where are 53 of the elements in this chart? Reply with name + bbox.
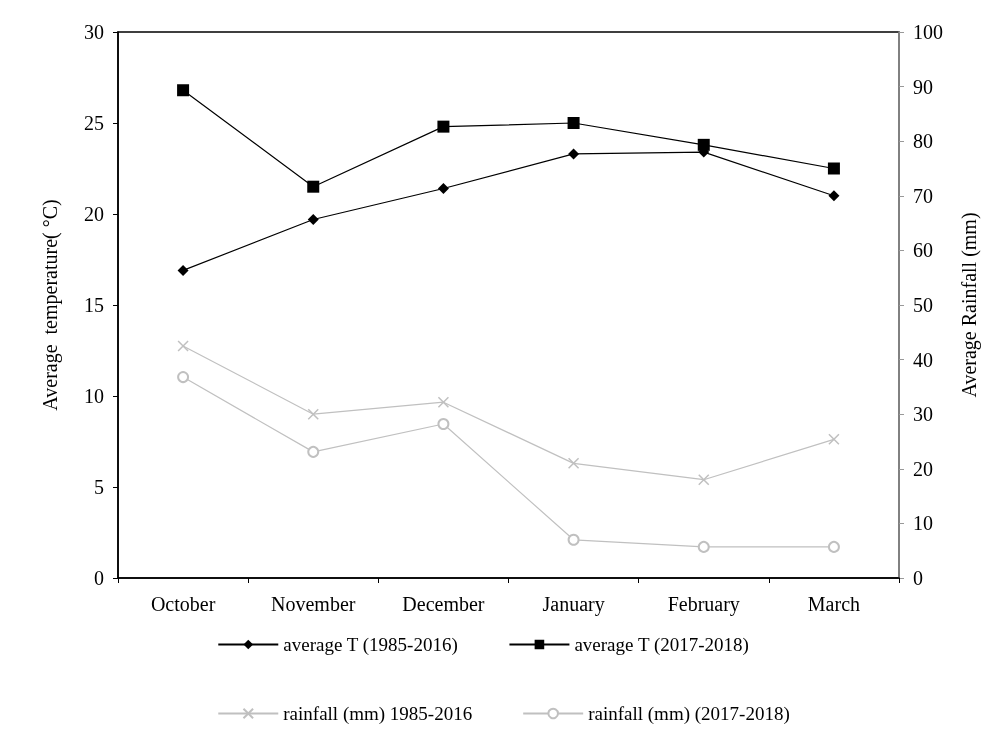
point xyxy=(828,190,840,202)
point xyxy=(697,540,710,553)
point xyxy=(698,473,710,486)
point xyxy=(437,120,450,133)
x-tick-label: March xyxy=(807,593,861,615)
legend-label: rainfall (mm) (2017-2018) xyxy=(588,703,790,725)
x-tick-label: February xyxy=(667,593,740,616)
point xyxy=(827,162,840,175)
legend-label: average T (1985-2016) xyxy=(283,634,458,656)
point xyxy=(307,445,320,458)
y-tick-label: 20 xyxy=(84,203,104,225)
x-tick-label: December xyxy=(402,593,485,615)
y2-tick-label: 10 xyxy=(913,512,933,535)
point xyxy=(307,180,320,193)
point xyxy=(177,84,190,97)
point xyxy=(437,396,450,408)
x-tick-label: January xyxy=(542,593,605,616)
y2-tick-label: 60 xyxy=(913,239,933,262)
y2-tick-label: 90 xyxy=(913,75,933,98)
point xyxy=(307,213,319,225)
point xyxy=(567,533,580,546)
y-tick-label: 15 xyxy=(84,294,104,316)
point xyxy=(697,138,710,151)
y2-axis-title: Average Rainfall (mm) xyxy=(958,212,981,398)
x-tick-label: October xyxy=(150,593,216,615)
y-tick-label: 5 xyxy=(94,476,104,498)
point xyxy=(827,540,840,553)
point xyxy=(307,408,319,420)
point xyxy=(828,433,840,446)
point xyxy=(177,371,190,384)
point xyxy=(437,418,450,431)
y-tick-label: 10 xyxy=(84,385,104,407)
x-tick-label: November xyxy=(271,593,356,615)
legend-label: rainfall (mm) 1985-2016 xyxy=(283,703,473,725)
y-tick-label: 25 xyxy=(84,112,104,134)
y-tick-label: 0 xyxy=(94,567,104,589)
point xyxy=(177,340,189,352)
point xyxy=(567,457,580,470)
legend-label: average T (2017-2018) xyxy=(574,634,749,656)
y-axis-title: Average temperature( °C) xyxy=(39,199,62,411)
y-tick-label: 30 xyxy=(84,21,104,43)
y2-tick-label: 50 xyxy=(913,294,933,316)
y2-tick-label: 20 xyxy=(913,457,933,480)
y2-tick-label: 80 xyxy=(913,130,933,153)
point xyxy=(568,148,580,160)
point xyxy=(567,117,580,129)
point xyxy=(437,183,449,195)
y2-tick-label: 0 xyxy=(913,567,923,589)
y2-tick-label: 40 xyxy=(913,348,933,371)
y2-tick-label: 30 xyxy=(913,403,933,426)
y2-tick-label: 100 xyxy=(913,21,943,43)
y2-tick-label: 70 xyxy=(913,184,933,207)
point xyxy=(177,264,189,276)
